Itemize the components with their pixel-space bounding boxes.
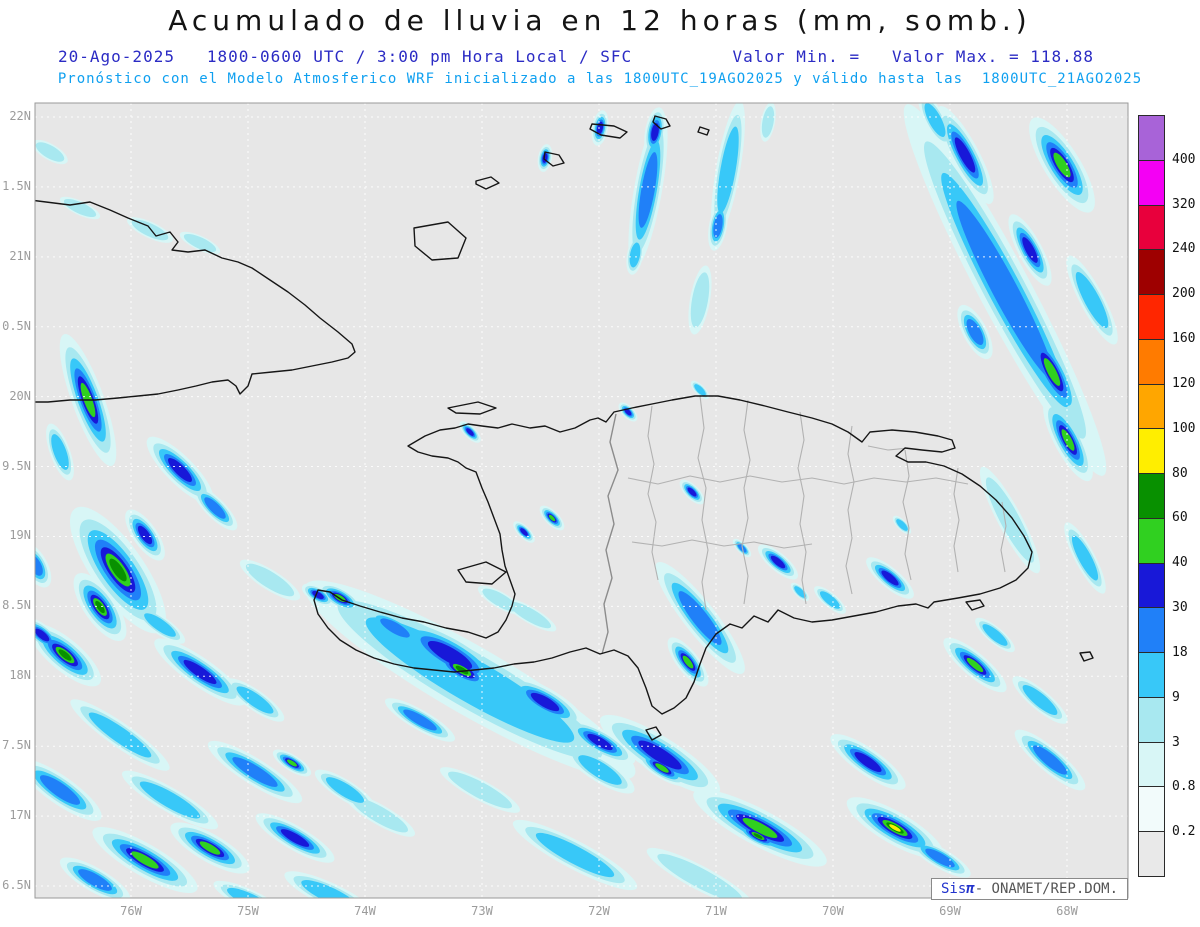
x-tick-label: 75W	[237, 904, 259, 918]
colorbar-label: 100	[1172, 420, 1196, 436]
colorbar-segment	[1139, 294, 1164, 339]
colorbar-segment	[1139, 517, 1164, 563]
province-boundary	[867, 445, 909, 451]
y-tick-label: 1.5N	[2, 178, 31, 193]
colorbar-label: 320	[1172, 196, 1196, 212]
colorbar-label: 18	[1172, 644, 1188, 660]
y-tick-label: 20N	[9, 388, 31, 403]
hispaniola-coastline	[313, 395, 1033, 715]
x-tick-label: 76W	[120, 904, 142, 918]
province-boundary	[627, 475, 969, 485]
colorbar-segment	[1139, 652, 1164, 697]
island	[475, 176, 500, 190]
y-tick-label: 6.5N	[2, 878, 31, 892]
province-boundary	[797, 411, 807, 605]
credit-text: - ONAMET/REP.DOM.	[974, 881, 1118, 897]
colorbar-label: 0.2	[1172, 824, 1196, 840]
header-model-info: Pronóstico con el Modelo Atmosferico WRF…	[57, 71, 1143, 87]
credit-pi-icon: π	[966, 881, 975, 897]
cuba-coastline	[35, 199, 356, 403]
gonave-island	[457, 561, 507, 585]
colorbar-label: 120	[1172, 375, 1196, 391]
colorbar-label: 9	[1172, 689, 1180, 705]
coastlines	[35, 115, 1094, 741]
colorbar-segment	[1139, 741, 1164, 787]
colorbar-label: 240	[1172, 241, 1196, 257]
province-boundary	[631, 539, 813, 549]
province-boundary	[902, 449, 912, 581]
province-boundary	[741, 399, 751, 605]
y-tick-label: 0.5N	[2, 318, 31, 333]
y-tick-label: 19N	[9, 528, 31, 543]
x-tick-label: 73W	[471, 904, 493, 918]
x-tick-label: 69W	[939, 904, 961, 918]
colorbar-segment	[1139, 204, 1164, 250]
y-tick-label: 9.5N	[2, 458, 31, 473]
y-tick-label: 18N	[9, 668, 31, 683]
colorbar-segment	[1139, 116, 1164, 160]
grid-layer	[35, 103, 1128, 898]
island	[543, 151, 565, 167]
beata-island	[645, 726, 662, 741]
colorbar-segment	[1139, 473, 1164, 518]
y-tick-label: 17N	[9, 808, 31, 823]
colorbar-segment	[1139, 428, 1164, 474]
header-minmax: Valor Min. = Valor Max. = 118.88	[732, 47, 1094, 66]
header-datetime: 20-Ago-2025 1800-0600 UTC / 3:00 pm Hora…	[58, 47, 633, 66]
colorbar-label: 3	[1172, 734, 1180, 750]
island	[413, 221, 467, 261]
colorbar-segment	[1139, 249, 1164, 295]
mona-island	[1079, 651, 1094, 662]
rainfall-shading-layer	[35, 103, 1118, 898]
colorbar-segment	[1139, 562, 1164, 608]
x-tick-label: 71W	[705, 904, 727, 918]
colorbar-segment	[1139, 786, 1164, 832]
colorbar-label: 80	[1172, 465, 1188, 481]
saona-island	[965, 599, 985, 611]
page-title: Acumulado de lluvia en 12 horas (mm, som…	[168, 4, 1032, 37]
y-tick-label: 22N	[9, 109, 31, 123]
province-boundary	[697, 395, 709, 611]
island	[652, 115, 671, 130]
colorbar-label: 0.8	[1172, 779, 1196, 795]
island	[589, 123, 628, 139]
colorbar-label: 160	[1172, 331, 1196, 347]
colorbar-segment	[1139, 831, 1164, 877]
colorbar-segment	[1139, 159, 1164, 205]
header-line2: 20-Ago-2025 1800-0600 UTC / 3:00 pm Hora…	[58, 47, 1094, 66]
island	[697, 126, 710, 136]
province-boundary	[953, 467, 960, 573]
colorbar-label: 60	[1172, 510, 1188, 526]
y-tick-label: 8.5N	[2, 598, 31, 613]
x-tick-label: 70W	[822, 904, 844, 918]
tortuga-island	[447, 401, 497, 415]
colorbar-label: 40	[1172, 555, 1188, 571]
y-tick-label: 7.5N	[2, 738, 31, 753]
x-tick-label: 74W	[354, 904, 376, 918]
colorbar-segment	[1139, 383, 1164, 429]
x-tick-label: 72W	[588, 904, 610, 918]
colorbar-label: 200	[1172, 286, 1196, 302]
x-tick-label: 68W	[1056, 904, 1078, 918]
province-boundary	[1000, 501, 1007, 573]
map-frame	[34, 102, 1129, 899]
y-tick-label: 21N	[9, 248, 31, 263]
colorbar-segment	[1139, 607, 1164, 653]
haiti-dr-border	[601, 413, 619, 655]
province-boundary	[845, 425, 855, 595]
credit-sis: Sis	[940, 881, 967, 897]
colorbar-segment	[1139, 338, 1164, 384]
colorbar-segment	[1139, 696, 1164, 742]
colorbar-label: 400	[1172, 151, 1196, 167]
colorbar-label: 30	[1172, 600, 1188, 616]
credit-box: Sisπ- ONAMET/REP.DOM.	[930, 878, 1128, 900]
province-boundary	[647, 405, 659, 581]
colorbar	[1138, 115, 1165, 877]
